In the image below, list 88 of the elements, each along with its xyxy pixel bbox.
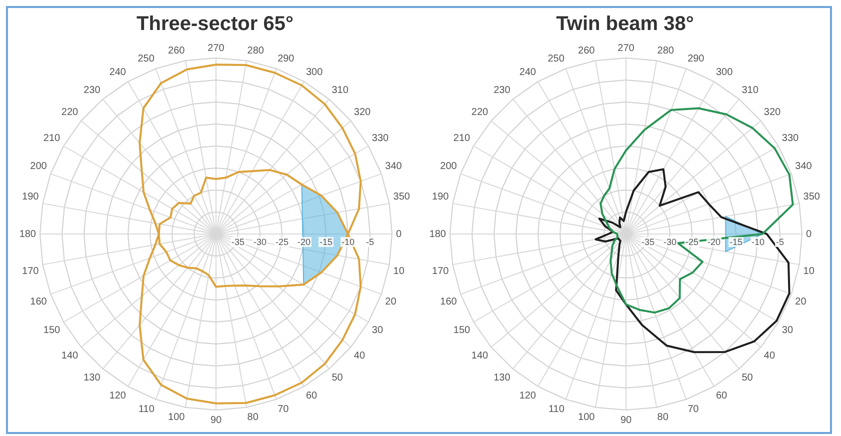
spoke-label: 150	[453, 324, 471, 336]
spoke-label: 230	[494, 84, 511, 96]
spoke-label: 20	[795, 296, 807, 308]
spoke-label: 110	[138, 404, 155, 415]
spoke-label: 270	[208, 42, 225, 54]
spoke-label: 330	[782, 132, 800, 144]
y-tick-label: -15	[729, 236, 743, 247]
spoke-label: 30	[782, 324, 794, 336]
y-tick-label: -5	[366, 236, 374, 247]
chart-title: Twin beam 38°	[555, 12, 695, 37]
spoke-label: 240	[109, 66, 126, 78]
y-tick-label: -10	[751, 236, 765, 247]
spoke-label: 190	[22, 191, 40, 202]
spoke-label: 280	[247, 45, 264, 56]
spoke-label: 270	[618, 42, 635, 54]
spoke-label: 30	[372, 324, 384, 336]
spoke-label: 50	[332, 372, 344, 384]
spoke-label: 130	[494, 372, 511, 384]
spoke-label: 0	[806, 228, 812, 240]
spoke-label: 10	[393, 266, 405, 278]
spoke-label: 70	[688, 404, 700, 415]
spoke-label: 80	[247, 412, 259, 424]
spoke-label: 150	[43, 324, 61, 336]
spoke-label: 60	[306, 390, 318, 402]
spoke-label: 210	[43, 132, 61, 144]
spoke-label: 340	[795, 161, 812, 172]
spoke-label: 140	[61, 350, 79, 362]
y-tick-label: -15	[319, 236, 333, 247]
spoke-label: 90	[620, 414, 632, 426]
spoke-label: 350	[803, 191, 820, 202]
spoke-label: 120	[519, 390, 536, 402]
y-tick-label: -5	[776, 236, 784, 247]
spoke-label: 80	[657, 412, 669, 424]
spoke-label: 290	[278, 54, 295, 65]
spoke-label: 70	[278, 404, 290, 415]
spoke-label: 280	[657, 45, 674, 56]
spoke-label: 210	[453, 132, 471, 144]
spoke-label: 260	[168, 45, 186, 56]
spoke-label: 90	[210, 414, 222, 426]
spoke-label: 110	[548, 404, 565, 415]
spoke-label: 170	[22, 266, 40, 278]
y-tick-label: -35	[231, 236, 245, 247]
y-tick-label: -10	[341, 236, 355, 247]
spoke-label: 40	[354, 350, 366, 362]
spoke-label: 260	[578, 45, 596, 56]
spoke-label: 50	[742, 372, 754, 384]
spoke-label: 100	[578, 412, 596, 424]
spoke-label: 40	[764, 350, 776, 362]
y-tick-label: -25	[275, 236, 289, 247]
spoke-label: 230	[84, 84, 101, 96]
spoke-label: 340	[385, 161, 402, 172]
y-tick-label: -25	[685, 236, 699, 247]
spoke-label: 0	[396, 228, 402, 240]
spoke-label: 160	[440, 296, 458, 308]
spoke-label: 10	[803, 266, 815, 278]
spoke-label: 310	[332, 84, 349, 96]
spoke-label: 300	[306, 66, 324, 78]
spoke-label: 160	[30, 296, 48, 308]
spoke-label: 240	[519, 66, 536, 78]
y-tick-label: -35	[641, 236, 655, 247]
spoke-label: 200	[440, 161, 458, 172]
spoke-label: 250	[548, 54, 565, 65]
spoke-label: 120	[109, 390, 126, 402]
spoke-label: 180	[19, 228, 36, 240]
spoke-label: 250	[138, 54, 155, 65]
spoke-label: 220	[61, 107, 79, 118]
spoke-label: 100	[168, 412, 186, 424]
y-tick-label: -20	[297, 236, 311, 247]
spoke-label: 330	[372, 132, 390, 144]
spoke-label: 20	[385, 296, 397, 308]
spoke-label: 200	[30, 161, 48, 172]
y-tick-label: -20	[707, 236, 721, 247]
chart-title: Three-sector 65°	[136, 12, 294, 37]
y-tick-label: -30	[663, 236, 677, 247]
spoke-label: 310	[742, 84, 759, 96]
spoke-label: 220	[471, 107, 489, 118]
spoke-label: 130	[84, 372, 101, 384]
spoke-label: 320	[764, 107, 782, 118]
spoke-label: 180	[429, 228, 446, 240]
spoke-label: 170	[432, 266, 450, 278]
spoke-label: 320	[354, 107, 372, 118]
spoke-label: 350	[393, 191, 410, 202]
spoke-label: 140	[471, 350, 489, 362]
spoke-label: 190	[432, 191, 450, 202]
spoke-label: 300	[716, 66, 734, 78]
spoke-label: 290	[688, 54, 705, 65]
spoke-label: 60	[716, 390, 728, 402]
y-tick-label: -30	[253, 236, 267, 247]
